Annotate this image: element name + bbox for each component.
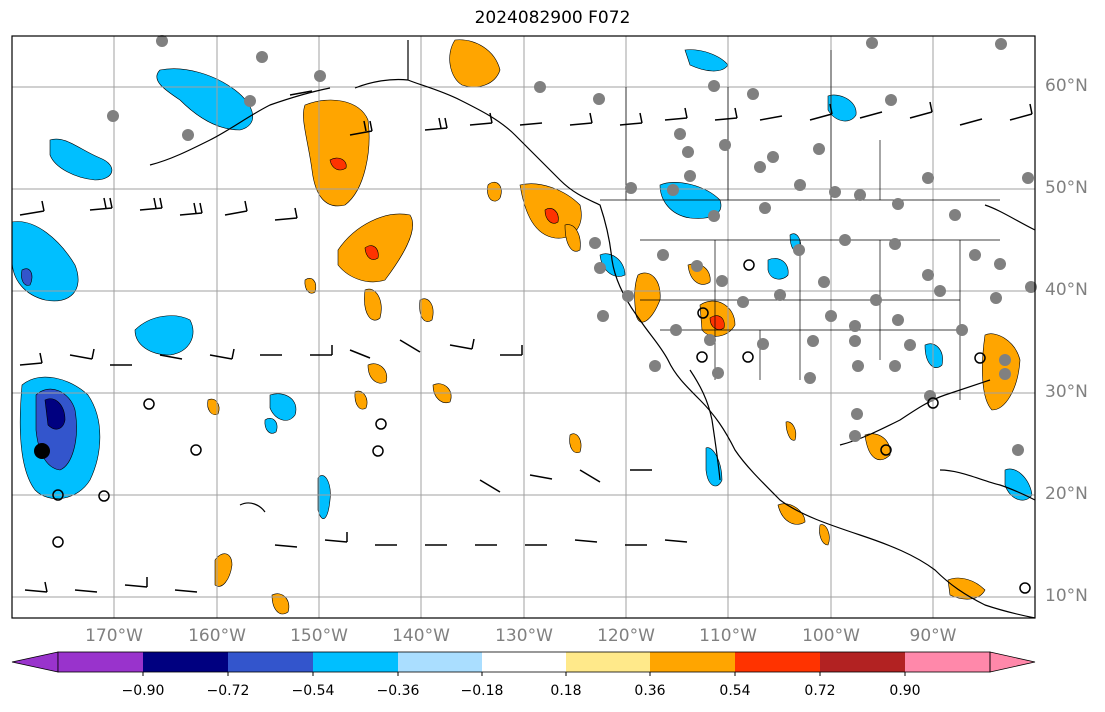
colorbar-tick-label: 0.36 [634, 683, 666, 699]
lon-label-150w: 150°W [290, 626, 348, 646]
colorbar-tick-label: 0.54 [719, 683, 751, 699]
borders [600, 50, 1000, 400]
lon-label-170w: 170°W [85, 626, 143, 646]
contour-negative-aleutian [156, 68, 254, 131]
lat-label-20n: 20°N [1045, 484, 1088, 504]
station-marker-filled [34, 443, 50, 459]
lon-label-90w: 90°W [909, 626, 957, 646]
lon-label-130w: 130°W [495, 626, 553, 646]
colorbar-tick-label: 0.18 [550, 683, 582, 699]
station-markers [107, 35, 1037, 456]
lon-label-110w: 110°W [699, 626, 757, 646]
colorbar-tick-label: −0.18 [460, 683, 504, 699]
contour-positive-gulf-alaska [303, 99, 370, 207]
contour-negative-mid [134, 315, 194, 356]
shaded-contours [11, 39, 1033, 615]
lat-label-10n: 10°N [1045, 586, 1088, 606]
lat-label-60n: 60°N [1045, 76, 1088, 96]
colorbar-tick-label: −0.72 [206, 683, 250, 699]
lat-label-50n: 50°N [1045, 178, 1088, 198]
lon-label-120w: 120°W [597, 626, 655, 646]
colorbar-tick-label: −0.90 [121, 683, 165, 699]
contour-negative-nw2 [49, 138, 113, 181]
colorbar [11, 651, 1036, 676]
map-title: 2024082900 F072 [474, 8, 631, 28]
wind-barbs [19, 90, 1033, 593]
lon-label-100w: 100°W [802, 626, 860, 646]
lon-label-160w: 160°W [188, 626, 246, 646]
station-markers-hollow [52, 259, 1031, 594]
colorbar-tick-label: 0.90 [889, 683, 921, 699]
coastlines [149, 40, 1036, 619]
map-frame [11, 35, 1036, 619]
colorbar-tick-label: 0.72 [804, 683, 836, 699]
colorbar-tick-label: −0.54 [291, 683, 335, 699]
contour-positive-ne-pacific [449, 39, 501, 88]
lat-label-40n: 40°N [1045, 280, 1088, 300]
lon-label-140w: 140°W [392, 626, 450, 646]
colorbar-tick-label: −0.36 [376, 683, 420, 699]
lat-label-30n: 30°N [1045, 382, 1088, 402]
